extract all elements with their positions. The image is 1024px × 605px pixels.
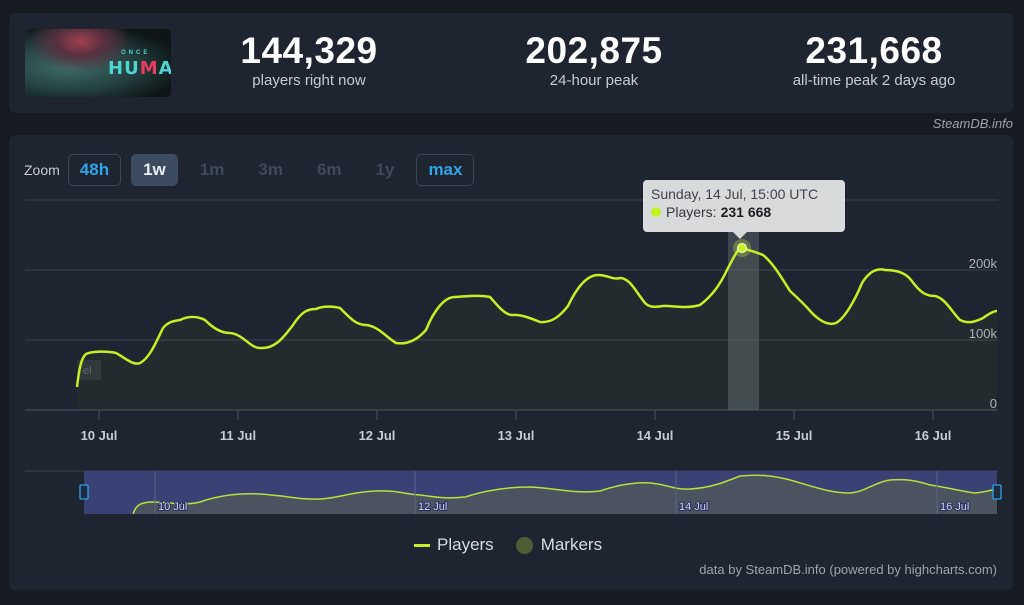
- navigator[interactable]: 10 Jul 12 Jul 14 Jul 16 Jul: [25, 470, 1002, 515]
- y-label-100k: 100k: [969, 326, 998, 341]
- game-logo[interactable]: ONCE HUMAN: [25, 29, 171, 97]
- logo-text-once: ONCE: [121, 50, 151, 56]
- zoom-max-button[interactable]: max: [416, 154, 475, 186]
- y-axis-labels: 200k 100k 0: [969, 256, 998, 411]
- svg-text:10 Jul: 10 Jul: [81, 428, 118, 443]
- marker-label-text: el: [83, 365, 92, 377]
- svg-text:12 Jul: 12 Jul: [359, 428, 396, 443]
- svg-text:12 Jul: 12 Jul: [418, 501, 447, 513]
- chart-legend: Players Markers: [414, 535, 624, 555]
- svg-text:13 Jul: 13 Jul: [498, 428, 535, 443]
- y-label-0: 0: [990, 396, 997, 411]
- svg-text:16 Jul: 16 Jul: [940, 501, 969, 513]
- stat-label: players right now: [252, 72, 366, 89]
- players-chart[interactable]: 200k 100k 0 10 Jul 11 Jul 12 Jul 13 Jul 14 …: [9, 135, 1013, 590]
- steamdb-watermark: SteamDB.info: [932, 116, 1013, 131]
- zoom-6m-button[interactable]: 6m: [316, 160, 342, 179]
- legend-label: Players: [437, 535, 494, 554]
- stats-panel: ONCE HUMAN 144,329 players right now 202…: [9, 13, 1013, 113]
- stat-value: 144,329: [240, 30, 378, 71]
- circle-swatch-icon: [515, 536, 533, 554]
- svg-text:10 Jul: 10 Jul: [158, 501, 187, 513]
- logo-text-human: HUMAN: [108, 58, 171, 79]
- line-swatch-icon: [414, 543, 430, 547]
- chart-credits[interactable]: data by SteamDB.info (powered by highcha…: [699, 562, 997, 577]
- legend-item-players[interactable]: Players: [414, 535, 494, 555]
- svg-text:15 Jul: 15 Jul: [776, 428, 813, 443]
- zoom-1w-button[interactable]: 1w: [131, 154, 178, 186]
- chart-tooltip: Sunday, 14 Jul, 15:00 UTC Players: 231 6…: [643, 180, 845, 239]
- x-ticks: [98, 410, 934, 420]
- navigator-x-labels: 10 Jul 12 Jul 14 Jul 16 Jul: [157, 500, 970, 514]
- stat-24h-peak: 202,875 24-hour peak: [479, 31, 709, 91]
- x-axis-labels: 10 Jul 11 Jul 12 Jul 13 Jul 14 Jul 15 Jul 16 …: [81, 428, 952, 443]
- zoom-1y-button[interactable]: 1y: [375, 160, 395, 179]
- navigator-right-handle[interactable]: [992, 484, 1002, 500]
- zoom-48h-button[interactable]: 48h: [67, 154, 122, 186]
- stat-current-players: 144,329 players right now: [194, 31, 424, 91]
- chart-panel: Zoom 48h 1w 1m 3m 6m 1y max 200k 100k 0 …: [9, 135, 1013, 590]
- navigator-left-handle[interactable]: [79, 484, 89, 500]
- svg-text:11 Jul: 11 Jul: [220, 428, 256, 443]
- stat-label: all-time peak 2 days ago: [792, 72, 956, 89]
- zoom-1m-button[interactable]: 1m: [199, 160, 225, 179]
- y-label-200k: 200k: [969, 256, 998, 271]
- hover-point: [737, 243, 747, 253]
- legend-label: Markers: [540, 535, 603, 554]
- zoom-selector: Zoom 48h 1w 1m 3m 6m 1y max: [24, 154, 484, 186]
- tooltip-value: 231 668: [720, 204, 772, 220]
- navigator-area: [133, 475, 997, 514]
- stat-value: 231,668: [805, 30, 943, 71]
- players-line: [75, 246, 998, 388]
- svg-text:14 Jul: 14 Jul: [679, 501, 708, 513]
- zoom-3m-button[interactable]: 3m: [258, 160, 283, 179]
- navigator-line: [132, 474, 998, 515]
- svg-text:14 Jul: 14 Jul: [637, 428, 674, 443]
- tooltip-date: Sunday, 14 Jul, 15:00 UTC: [651, 186, 819, 202]
- stat-value: 202,875: [525, 30, 663, 71]
- stat-all-time-peak: 231,668 all-time peak 2 days ago: [744, 31, 1004, 91]
- zoom-label: Zoom: [24, 162, 60, 178]
- svg-text:16 Jul: 16 Jul: [915, 428, 952, 443]
- marker-label: [77, 360, 101, 380]
- stat-label: 24-hour peak: [549, 72, 639, 89]
- players-area: [77, 248, 997, 410]
- tooltip-series-label: Players:: [666, 204, 717, 220]
- tooltip-row: Players: 231 668: [651, 204, 837, 220]
- legend-item-markers[interactable]: Markers: [515, 535, 603, 555]
- series-dot-icon: [651, 207, 661, 217]
